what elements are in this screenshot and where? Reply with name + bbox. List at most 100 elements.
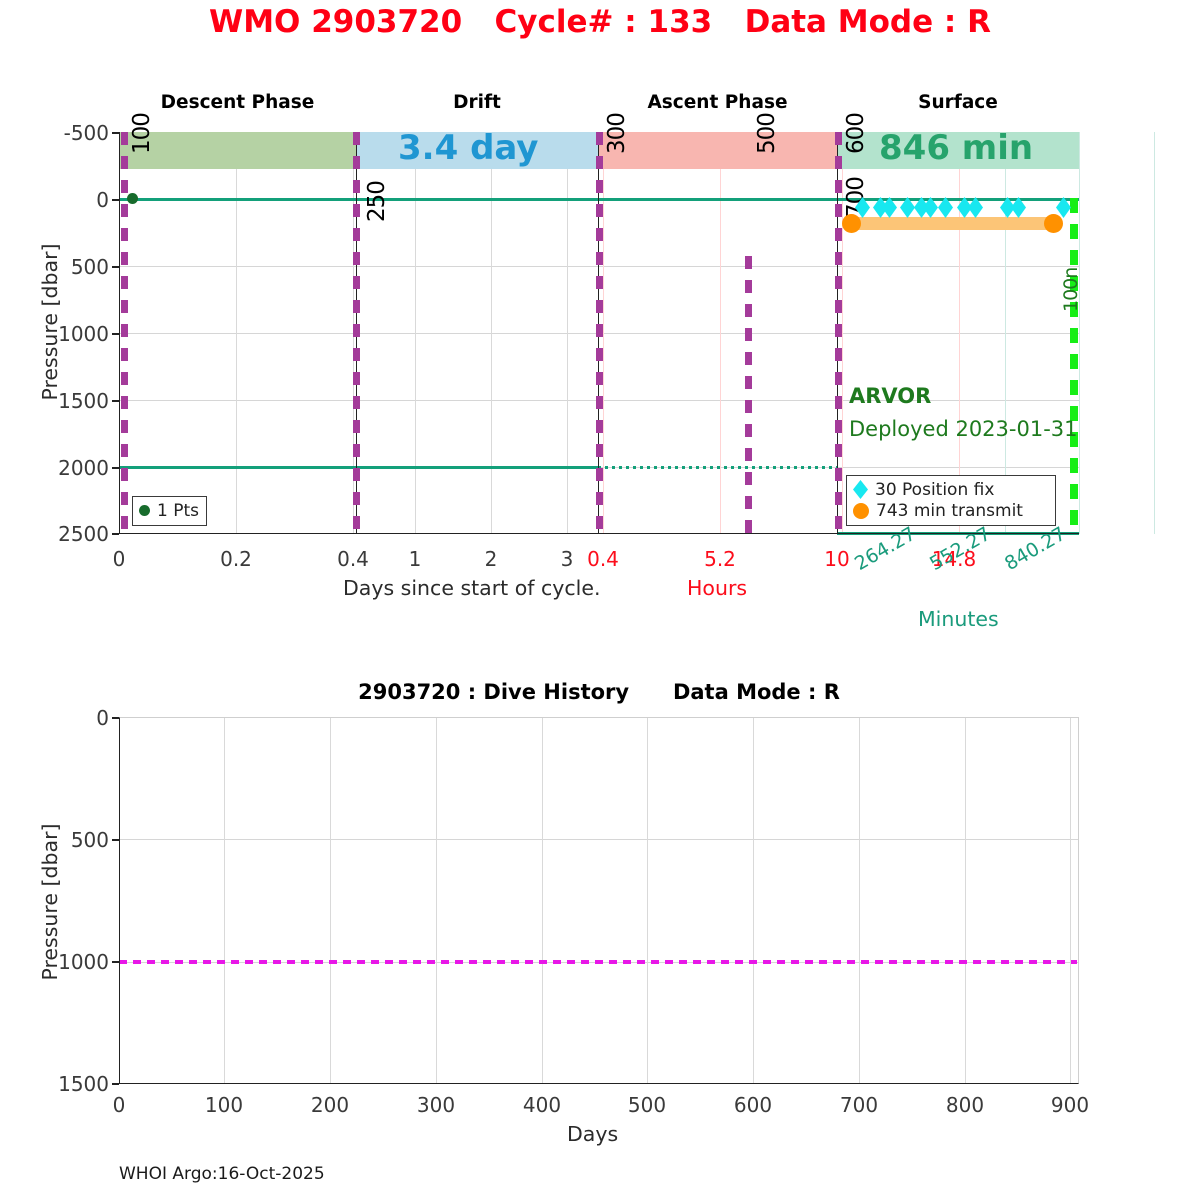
transmit-start-marker[interactable]	[842, 214, 861, 233]
days-axis-title: Days since start of cycle.	[343, 576, 601, 600]
dh-gridline-y-500	[119, 839, 1079, 840]
ytick-2000: 2000	[58, 456, 109, 480]
dh-xtick-100: 100	[204, 1093, 244, 1117]
gridline-x-552m	[1079, 132, 1080, 534]
hours-axis-title: Hours	[687, 576, 748, 600]
dh-xtick-400: 400	[522, 1093, 562, 1117]
gridline-x-52h	[720, 132, 721, 534]
cycle-profile-chart: 3.4 day 846 min 100 250 300 500 600 700 …	[119, 113, 1155, 535]
points-legend[interactable]: 1 Pts	[132, 496, 207, 526]
surface-legend[interactable]: 30 Position fix 743 min transmit	[846, 475, 1056, 526]
position-fix-marker[interactable]	[914, 197, 929, 218]
dh-ytick-mark	[112, 839, 119, 841]
xtick-day-02: 0.2	[220, 547, 252, 571]
phase-label-ascent: Ascent Phase	[647, 92, 788, 113]
xtick-day-2: 2	[484, 547, 498, 571]
gridline-x-2d	[491, 132, 492, 534]
dh-xtick-600: 600	[733, 1093, 773, 1117]
position-fix-marker[interactable]	[900, 197, 915, 218]
xtick-day-0: 0	[112, 547, 126, 571]
deployed-date-annotation: Deployed 2023-01-31	[849, 417, 1078, 441]
ytick-mark	[112, 199, 119, 201]
position-fix-marker[interactable]	[957, 197, 972, 218]
band-surface	[837, 132, 1079, 169]
top-plot-frame	[119, 132, 1079, 534]
park-reference-line-dotted	[598, 466, 838, 469]
phase-label-drift: Drift	[453, 92, 501, 113]
bottom-ylabel: Pressure [dbar]	[38, 823, 62, 981]
dh-xtick-300: 300	[416, 1093, 456, 1117]
band-ascent	[598, 132, 837, 169]
dh-ytick-500: 500	[70, 828, 109, 852]
position-fix-marker[interactable]	[873, 197, 888, 218]
ytick-500: 500	[70, 255, 109, 279]
legend-item-points: 1 Pts	[139, 500, 199, 521]
dh-xtick-700: 700	[839, 1093, 879, 1117]
position-fix-marker[interactable]	[882, 197, 897, 218]
position-fix-marker[interactable]	[855, 197, 870, 218]
dh-gridline-x-200	[330, 717, 331, 1084]
event-line-100	[121, 132, 128, 534]
ytick-mark	[112, 132, 119, 134]
page-title: WMO 2903720 Cycle# : 133 Data Mode : R	[209, 4, 991, 40]
ytick-1500: 1500	[58, 389, 109, 413]
dh-gridline-x-500	[647, 717, 648, 1084]
dh-xtick-500: 500	[627, 1093, 667, 1117]
xtick-hour-04: 0.4	[587, 547, 619, 571]
drift-duration-value: 3.4 day	[398, 128, 539, 168]
legend-label-transmit: 743 min transmit	[876, 500, 1023, 521]
position-fix-marker[interactable]	[923, 197, 938, 218]
dh-gridline-x-400	[542, 717, 543, 1084]
xtick-day-3: 3	[560, 547, 574, 571]
profile-point[interactable]	[127, 193, 138, 204]
park-pressure-series[interactable]	[119, 960, 1077, 964]
dh-gridline-x-900	[1070, 717, 1071, 1084]
ytick-1000: 1000	[58, 322, 109, 346]
dh-xtick-200: 200	[310, 1093, 350, 1117]
dh-ytick-1500: 1500	[58, 1072, 109, 1096]
transmit-end-marker[interactable]	[1044, 214, 1063, 233]
phase-label-surface: Surface	[918, 92, 998, 113]
dh-gridline-x-600	[753, 717, 754, 1084]
band-descent	[119, 132, 356, 169]
position-fix-marker[interactable]	[1011, 197, 1026, 218]
legend-label-points: 1 Pts	[157, 500, 199, 521]
ytick-2500: 2500	[58, 522, 109, 546]
dh-ytick-mark	[112, 1083, 119, 1085]
event-line-300	[596, 132, 603, 534]
ytick-mark	[112, 467, 119, 469]
event-line-600-700	[835, 132, 842, 534]
dh-ytick-1000: 1000	[58, 950, 109, 974]
green-dot-icon	[139, 505, 150, 516]
event-line-250	[353, 132, 360, 534]
dh-xtick-900: 900	[1050, 1093, 1090, 1117]
legend-label-position-fix: 30 Position fix	[875, 479, 995, 500]
position-fix-marker[interactable]	[968, 197, 983, 218]
event-line-500	[745, 256, 752, 534]
phase-label-descent: Descent Phase	[160, 92, 315, 113]
position-fix-marker[interactable]	[1056, 197, 1071, 218]
legend-item-position-fix: 30 Position fix	[853, 479, 1048, 500]
dh-ytick-mark	[112, 717, 119, 719]
event-line-100n	[1070, 198, 1078, 534]
xtick-hour-10: 10	[824, 547, 850, 571]
ytick-mark	[112, 533, 119, 535]
dh-xlabel: Days	[567, 1122, 619, 1146]
ytick-0: 0	[96, 188, 109, 212]
xtick-day-04: 0.4	[337, 547, 369, 571]
xtick-hour-148: 14.8	[931, 547, 977, 571]
ytick-mark	[112, 333, 119, 335]
position-fix-marker[interactable]	[938, 197, 953, 218]
gridline-x-1d	[415, 132, 416, 534]
gridline-x-264m	[1005, 132, 1006, 534]
ytick--500: -500	[63, 121, 109, 145]
dive-history-title: 2903720 : Dive History Data Mode : R	[358, 680, 840, 704]
position-fix-marker[interactable]	[1000, 197, 1015, 218]
gridline-x-148h	[959, 132, 960, 534]
dh-ytick-mark	[112, 961, 119, 963]
xtick-day-1: 1	[408, 547, 422, 571]
dh-gridline-x-300	[436, 717, 437, 1084]
dh-gridline-x-100	[224, 717, 225, 1084]
dh-ytick-0: 0	[96, 706, 109, 730]
transmit-duration-bar[interactable]	[849, 217, 1052, 230]
